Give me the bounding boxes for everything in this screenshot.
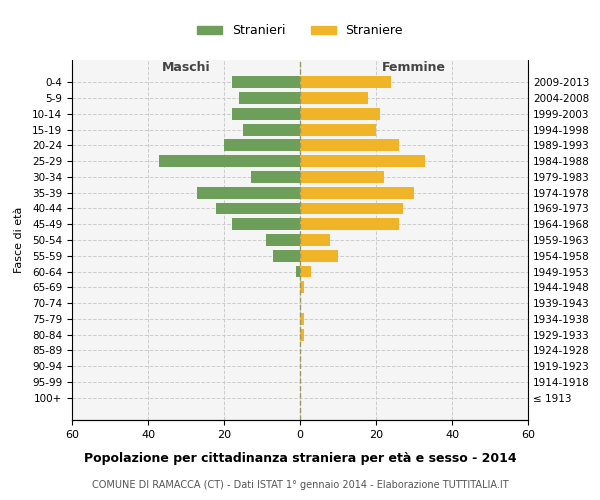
Bar: [300, 155, 425, 167]
Text: Maschi: Maschi: [161, 62, 211, 74]
Bar: [300, 124, 376, 136]
Bar: [217, 202, 300, 214]
Bar: [300, 202, 403, 214]
Bar: [274, 250, 300, 262]
Text: Femmine: Femmine: [382, 62, 446, 74]
Bar: [300, 266, 311, 278]
Bar: [232, 76, 300, 88]
Bar: [300, 108, 380, 120]
Legend: Stranieri, Straniere: Stranieri, Straniere: [192, 20, 408, 42]
Bar: [224, 140, 300, 151]
Bar: [160, 155, 300, 167]
Bar: [300, 282, 304, 293]
Bar: [266, 234, 300, 246]
Bar: [197, 187, 300, 198]
Bar: [243, 124, 300, 136]
Bar: [300, 218, 399, 230]
Bar: [296, 266, 300, 278]
Bar: [300, 250, 338, 262]
Text: Popolazione per cittadinanza straniera per età e sesso - 2014: Popolazione per cittadinanza straniera p…: [83, 452, 517, 465]
Bar: [251, 171, 300, 183]
Bar: [300, 328, 304, 340]
Y-axis label: Fasce di età: Fasce di età: [14, 207, 23, 273]
Bar: [300, 171, 383, 183]
Bar: [300, 76, 391, 88]
Bar: [300, 140, 399, 151]
Bar: [300, 234, 331, 246]
Bar: [232, 218, 300, 230]
Bar: [300, 187, 414, 198]
Bar: [300, 313, 304, 325]
Bar: [232, 108, 300, 120]
Bar: [239, 92, 300, 104]
Bar: [300, 92, 368, 104]
Text: COMUNE DI RAMACCA (CT) - Dati ISTAT 1° gennaio 2014 - Elaborazione TUTTITALIA.IT: COMUNE DI RAMACCA (CT) - Dati ISTAT 1° g…: [92, 480, 508, 490]
